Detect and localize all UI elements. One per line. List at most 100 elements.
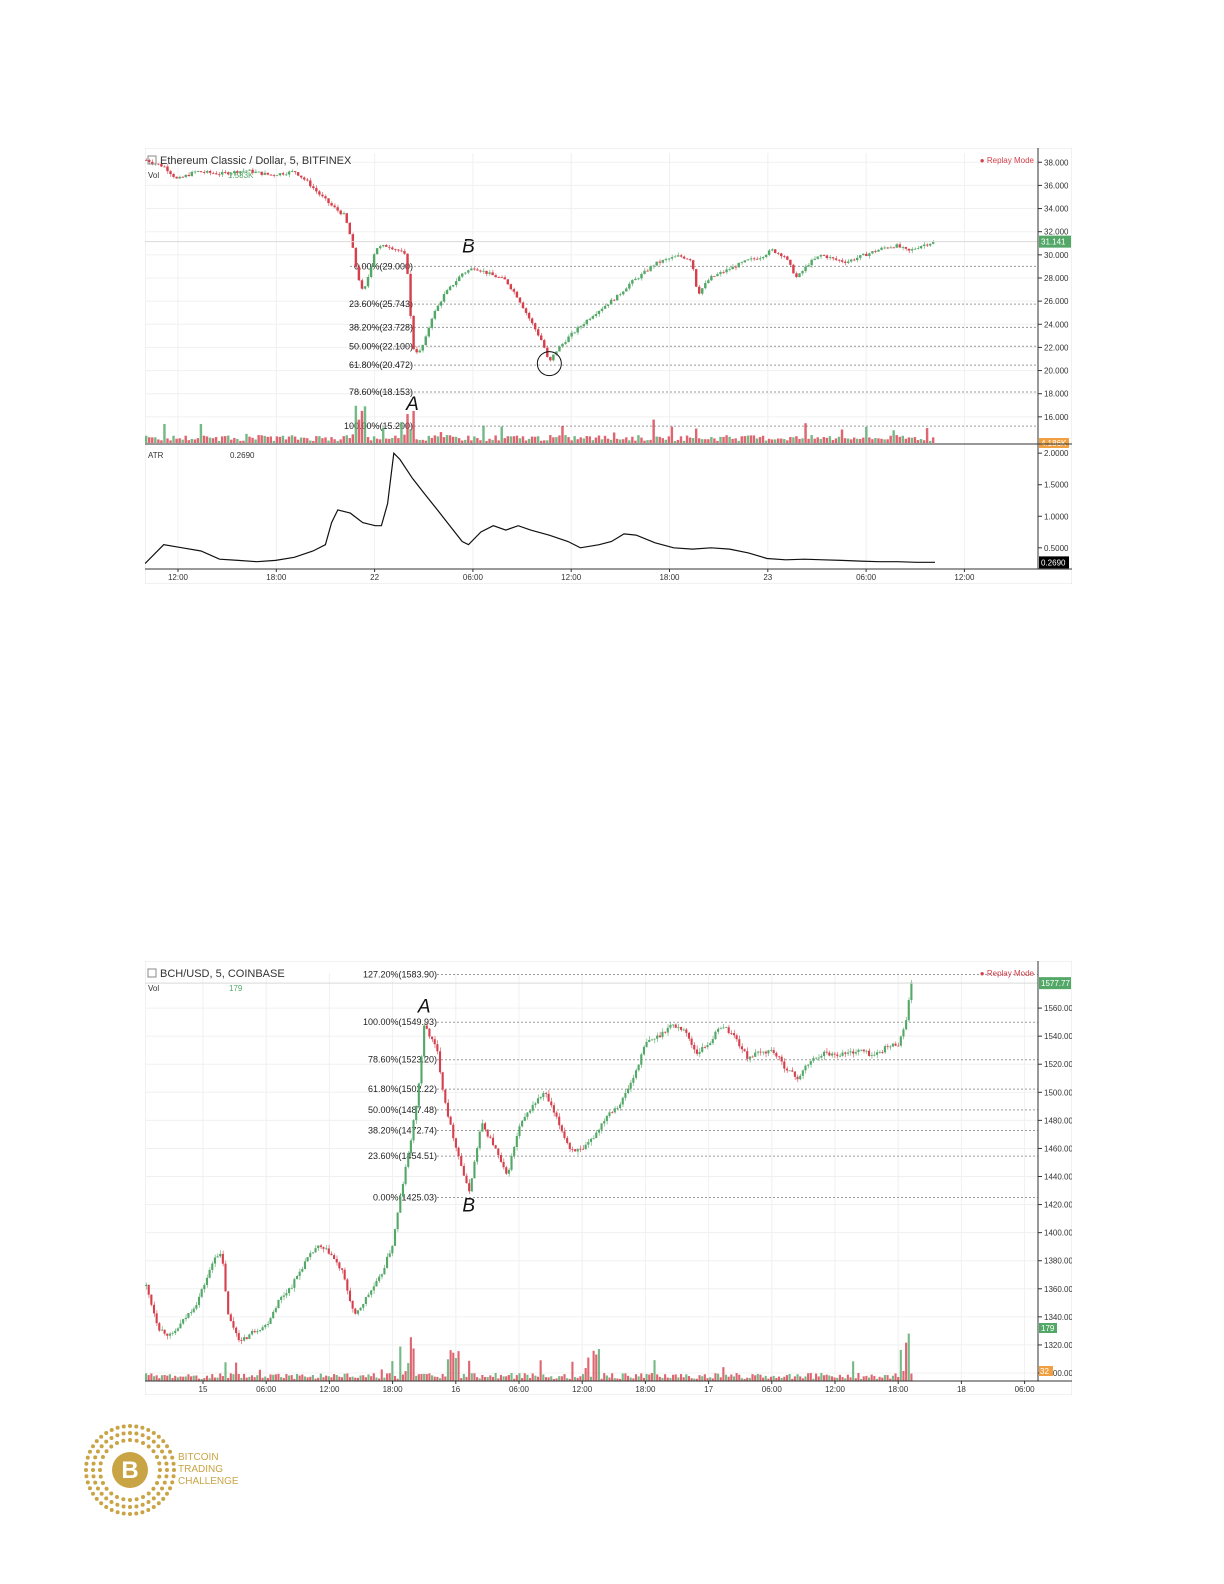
collapse-icon[interactable]: [147, 155, 157, 165]
candle-body: [568, 1142, 571, 1150]
candle-body: [284, 174, 288, 176]
candle-body: [772, 1050, 775, 1053]
volume-bar: [237, 1373, 240, 1381]
volume-bar: [457, 438, 461, 443]
volume-bar: [754, 1375, 757, 1381]
candle-body: [798, 273, 801, 277]
volume-bar: [669, 1377, 672, 1381]
candle-body: [196, 171, 200, 172]
candle-body: [336, 207, 339, 211]
replay-mode-label[interactable]: ● Replay Mode: [980, 969, 1035, 978]
candle-body: [804, 1065, 807, 1071]
volume-bar: [449, 1350, 452, 1381]
logo-dot: [121, 1497, 126, 1502]
candle-body: [833, 1053, 836, 1055]
volume-bar: [877, 438, 880, 443]
volume-bar: [423, 1373, 426, 1381]
candle-body: [719, 272, 722, 275]
volume-bar: [889, 1378, 892, 1381]
replay-mode-label[interactable]: ● Replay Mode: [980, 156, 1035, 165]
candle-body: [743, 1049, 746, 1052]
candle-body: [625, 288, 628, 292]
volume-bar: [898, 436, 901, 443]
bch-usd-chart[interactable]: 1560.00 1540.00 1520.00 1500.00 1480.00 1460.…: [144, 960, 1073, 1396]
candle-body: [150, 1294, 153, 1305]
volume-bar: [460, 1378, 463, 1381]
volume-bar: [825, 1374, 828, 1381]
candle-body: [195, 1305, 198, 1309]
volume-bar: [229, 1373, 232, 1381]
logo-dot: [114, 1495, 119, 1500]
candle-body: [567, 336, 570, 343]
atr-y-tick-label: 0.5000: [1044, 544, 1069, 553]
volume-bar: [603, 435, 607, 443]
volume-bar: [388, 438, 391, 443]
volume-badge: [1039, 1323, 1057, 1333]
candle-body: [793, 1071, 796, 1077]
candle-body: [393, 1229, 397, 1246]
volume-bar: [547, 1377, 550, 1381]
volume-bar: [354, 405, 358, 443]
candle-body: [901, 247, 905, 248]
y-axis-tick-label: 1520.00: [1044, 1060, 1072, 1069]
candle-body: [902, 1029, 905, 1037]
candle-body: [461, 273, 464, 277]
candle-body: [536, 329, 540, 336]
volume-bar: [833, 1377, 836, 1381]
candle-body: [190, 171, 194, 177]
candle-body: [388, 246, 391, 248]
logo-dot: [93, 1455, 98, 1460]
x-axis-tick-label: 06:00: [1015, 1385, 1036, 1394]
volume-bar: [157, 439, 160, 443]
candle-body: [576, 327, 579, 333]
candle-body: [645, 1041, 648, 1047]
volume-bar: [227, 1377, 230, 1381]
candle-body: [250, 1331, 254, 1335]
candle-body: [296, 172, 300, 176]
volume-bar: [412, 1348, 415, 1381]
logo-dot: [84, 1474, 89, 1479]
volume-bar: [793, 1376, 796, 1381]
candle-body: [335, 1258, 338, 1263]
logo-dot: [155, 1454, 160, 1459]
candle-body: [701, 288, 704, 294]
etc-usd-chart[interactable]: 38.000 36.000 34.000 32.000 30.000 28.000 26.0…: [144, 147, 1073, 585]
atr-value-tag: [1039, 556, 1069, 569]
volume-bar: [533, 436, 537, 443]
volume-bar: [910, 1373, 913, 1381]
volume-bar: [536, 436, 540, 443]
volume-bar: [145, 1373, 148, 1381]
candle-body: [288, 1288, 291, 1294]
volume-bar: [616, 1378, 619, 1381]
collapse-icon[interactable]: [147, 968, 157, 978]
candle-body: [181, 176, 184, 178]
volume-bar: [187, 440, 190, 443]
volume-bar: [698, 1375, 701, 1381]
candle-body: [679, 1027, 683, 1030]
volume-bar: [682, 440, 686, 443]
volume-bar: [801, 438, 804, 443]
volume-bar: [312, 440, 315, 443]
atr-line: [144, 451, 935, 565]
volume-bar: [263, 435, 266, 443]
volume-bar: [886, 1375, 889, 1381]
last-price-value: 1577.77: [1041, 979, 1070, 988]
volume-value: 179: [229, 984, 243, 993]
volume-bar: [205, 436, 209, 443]
candle-body: [632, 1077, 635, 1083]
candle-body: [588, 318, 592, 320]
volume-bar: [293, 1378, 296, 1381]
candle-body: [836, 1054, 839, 1056]
volume-bar: [804, 1376, 807, 1381]
candle-body: [704, 283, 707, 289]
volume-bar: [664, 1374, 667, 1381]
volume-bar: [359, 1375, 362, 1381]
candle-body: [322, 1247, 325, 1249]
candle-body: [400, 250, 403, 252]
volume-bar: [555, 437, 558, 443]
candle-body: [883, 247, 886, 249]
candle-body: [370, 1290, 373, 1295]
volume-bar: [670, 426, 674, 443]
logo-dot: [104, 1505, 109, 1510]
volume-bar: [420, 1373, 423, 1381]
